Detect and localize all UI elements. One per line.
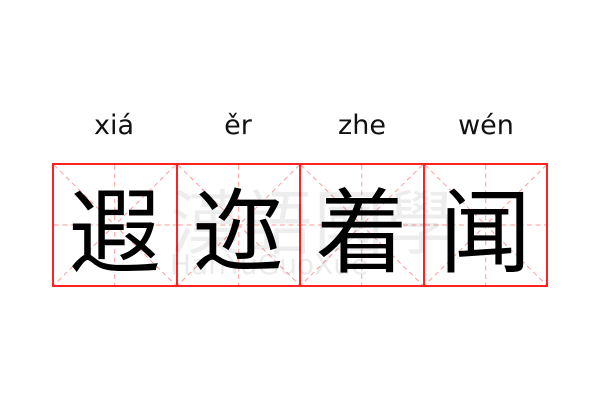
character-1: 迩	[192, 179, 285, 287]
watermark-latin: HanYuGuoXue	[170, 248, 369, 281]
character-3: 闻	[439, 179, 532, 287]
watermark: 漢語國學	[170, 183, 458, 265]
grid-cell: 遐	[54, 165, 178, 287]
guide-lines	[424, 165, 546, 285]
pinyin-3: wén	[458, 110, 514, 141]
pinyin-0: xiá	[93, 110, 135, 141]
pinyin-1: ěr	[224, 110, 252, 141]
grid-cell: 闻	[424, 165, 546, 287]
guide-lines	[177, 165, 299, 285]
character-grid: 遐 迩 着 闻	[52, 163, 548, 287]
grid-cell: 着	[301, 165, 425, 287]
character-2: 着	[315, 179, 408, 287]
pinyin-2: zhe	[338, 110, 386, 141]
character-0: 遐	[68, 179, 161, 287]
guide-lines	[54, 165, 176, 285]
guide-lines	[301, 165, 423, 285]
grid-cell: 迩	[177, 165, 301, 287]
